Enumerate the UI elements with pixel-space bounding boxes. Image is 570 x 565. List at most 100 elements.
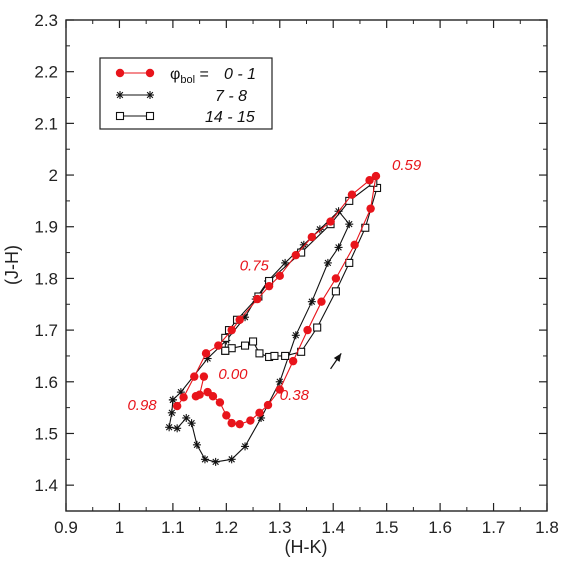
x-axis-title: (H-K)	[285, 537, 328, 557]
series-1-point	[307, 297, 316, 306]
legend-2-point	[145, 111, 155, 121]
x-tick-label: 1.3	[268, 518, 292, 537]
legend-entry-2: 14 - 15	[205, 109, 255, 126]
series-1-point	[211, 457, 220, 466]
series-2-point	[240, 341, 250, 350]
series-2-point	[270, 351, 279, 360]
series-0-point	[214, 341, 223, 350]
arrow-head	[333, 353, 342, 362]
legend-samples	[115, 68, 155, 121]
legend-prefix: φbol =	[170, 66, 209, 86]
series-0-point	[307, 232, 317, 242]
phase-annotation: 0.98	[127, 397, 157, 414]
legend-box	[99, 57, 273, 130]
y-tick-label: 2	[49, 166, 58, 185]
series-0-point	[347, 190, 357, 199]
series-2-point	[249, 337, 258, 346]
x-tick-label: 1.1	[161, 518, 185, 537]
phase-annotation: 0.75	[240, 258, 270, 275]
series-0-point	[235, 419, 244, 429]
y-tick-label: 2.3	[34, 11, 58, 30]
series-0-point	[215, 398, 225, 407]
series-0-point	[291, 250, 301, 260]
x-tick-label: 1.4	[321, 518, 345, 537]
x-tick-labels: 0.9 1 1.1 1.2 1.3 1.4 1.5 1.6 1.7 1.8	[54, 518, 559, 537]
series-0-point	[264, 281, 274, 291]
series-0-point	[288, 356, 298, 366]
legend-1-point	[116, 91, 124, 99]
series-1-point	[200, 455, 209, 464]
series-0-point	[246, 416, 255, 425]
series-0-point	[371, 171, 381, 181]
direction-arrow	[330, 353, 342, 370]
series-0-point	[331, 274, 341, 283]
series-2-point	[331, 287, 340, 296]
series-0-point	[275, 385, 284, 394]
series-0-point	[365, 176, 374, 185]
series-1-point	[241, 442, 250, 451]
series-1-point	[187, 419, 196, 428]
series-0-point	[227, 325, 236, 335]
series-2-point	[281, 351, 290, 360]
series-1-point	[168, 395, 177, 404]
series-layer	[165, 171, 382, 466]
series-0-point	[227, 418, 236, 428]
series-0-point	[208, 392, 218, 401]
phase-annotation: 0.59	[392, 157, 422, 174]
series-0-point	[350, 240, 359, 250]
series-1-point	[334, 243, 343, 252]
series-0-point	[275, 271, 284, 281]
series-1-point	[345, 220, 354, 229]
x-tick-label: 1.5	[375, 518, 399, 537]
series-1-point	[299, 240, 308, 249]
y-tick-label: 2.2	[34, 63, 58, 82]
series-2-point	[313, 323, 322, 332]
x-tick-label: 0.9	[54, 518, 78, 537]
series-0-point	[253, 294, 262, 304]
x-tick-label: 1.8	[535, 518, 559, 537]
series-0-point	[201, 349, 211, 358]
series-2-point	[221, 346, 230, 355]
legend-1-point	[146, 91, 154, 99]
series-0-point	[172, 401, 182, 411]
series-0-point	[263, 400, 273, 410]
series-1-point	[257, 413, 266, 422]
legend-entry-0: 0 - 1	[224, 66, 256, 83]
series-1-point	[227, 455, 236, 464]
x-tick-label: 1.7	[482, 518, 506, 537]
series-0-point	[366, 204, 375, 213]
series-0-point	[303, 325, 312, 335]
series-1-point	[323, 258, 332, 267]
series-1-point	[167, 408, 176, 417]
y-axis-title: (J-H)	[2, 245, 22, 285]
x-tick-label: 1.6	[428, 518, 452, 537]
legend-0-point	[145, 68, 155, 78]
legend-0-point	[115, 68, 125, 78]
annotations: 0.59 0.75 0.00 0.98 0.38	[127, 157, 421, 414]
series-1-point	[275, 377, 284, 386]
y-tick-labels: 1.4 1.5 1.6 1.7 1.8 1.9 2 2.1 2.2 2.3	[34, 11, 58, 495]
y-tick-label: 1.7	[34, 321, 58, 340]
y-tick-label: 1.8	[34, 269, 58, 288]
series-0-point	[235, 315, 244, 324]
series-0-point	[179, 393, 188, 402]
series-0-point	[255, 408, 264, 417]
series-1	[165, 207, 354, 466]
legend-entry-1: 7 - 8	[215, 88, 247, 105]
series-0-point	[191, 392, 201, 401]
series-0-point	[190, 372, 199, 381]
series-0-point	[222, 411, 231, 420]
series-2-point	[345, 258, 354, 267]
series-1-point	[192, 440, 201, 449]
series-1-point	[315, 225, 324, 234]
series-1-point	[291, 331, 300, 340]
series-1-line	[168, 210, 350, 463]
series-1-point	[165, 423, 174, 432]
series-0	[172, 171, 381, 429]
x-tick-label: 1.2	[215, 518, 239, 537]
series-0-point	[199, 372, 209, 381]
y-tick-label: 1.9	[34, 218, 58, 237]
series-1-point	[182, 413, 191, 422]
series-1-point	[173, 424, 182, 433]
